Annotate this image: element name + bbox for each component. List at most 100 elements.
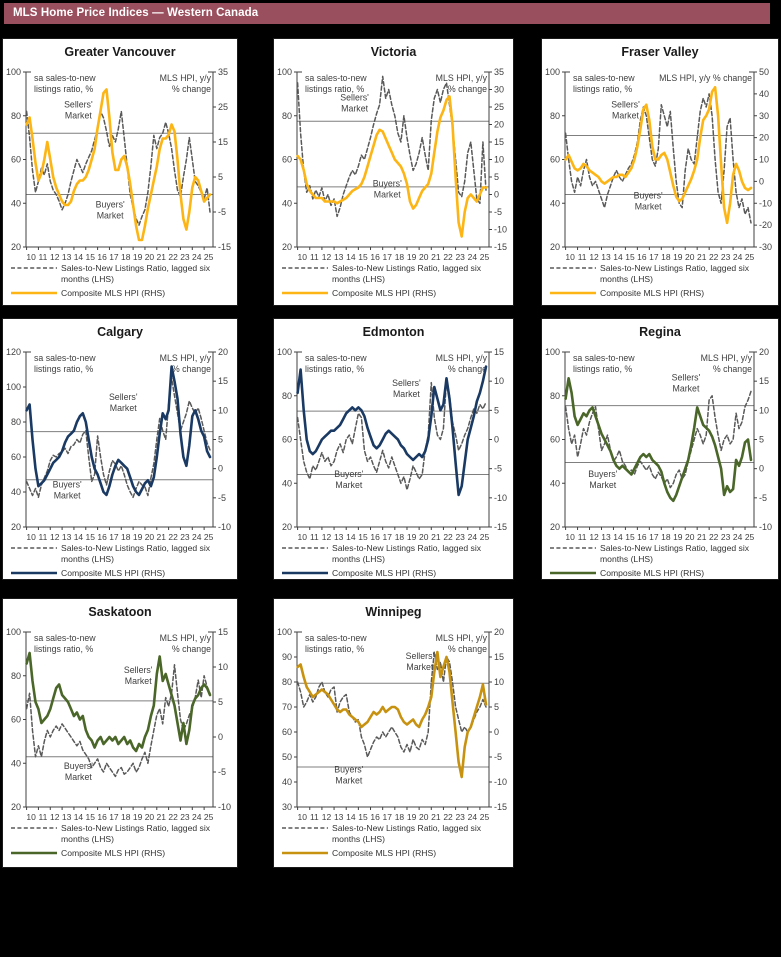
left-axis-tick-label: 100 (6, 627, 21, 637)
x-axis-tick-label: 14 (74, 812, 84, 822)
x-axis-tick-label: 11 (310, 252, 319, 262)
x-axis-tick-label: 22 (443, 812, 453, 822)
x-axis-tick-label: 24 (733, 252, 743, 262)
left-axis-tick-label: 40 (282, 777, 292, 787)
left-axis-tick-label: 100 (6, 382, 21, 392)
x-axis-tick-label: 10 (297, 532, 307, 542)
left-axis-tick-label: 20 (11, 242, 21, 252)
right-axis-caption: MLS HPI, y/y % change (659, 73, 752, 83)
right-axis-caption: % change (448, 364, 487, 374)
x-axis-tick-label: 25 (480, 252, 490, 262)
x-axis-tick-label: 18 (661, 252, 671, 262)
x-axis-tick-label: 16 (637, 252, 647, 262)
right-axis-tick-label: 20 (759, 133, 769, 143)
x-axis-tick-label: 13 (334, 532, 344, 542)
buyers-market-label: Buyers' (334, 469, 363, 479)
chart-title: Victoria (371, 45, 418, 59)
x-axis-tick-label: 25 (480, 532, 490, 542)
buyers-market-label: Buyers' (588, 469, 617, 479)
left-axis-caption: sa sales-to-new (573, 73, 635, 83)
x-axis-tick-label: 24 (468, 532, 478, 542)
right-axis-tick-label: -15 (494, 802, 507, 812)
x-axis-tick-label: 17 (109, 532, 119, 542)
x-axis-tick-label: 24 (468, 812, 478, 822)
x-axis-tick-label: 13 (62, 252, 72, 262)
left-axis-tick-label: 20 (11, 802, 21, 812)
right-axis-tick-label: 0 (218, 732, 223, 742)
x-axis-tick-label: 17 (383, 812, 393, 822)
left-axis-tick-label: 100 (6, 67, 21, 77)
x-axis-tick-label: 13 (62, 532, 72, 542)
right-axis-caption: % change (172, 364, 211, 374)
x-axis-tick-label: 24 (733, 532, 743, 542)
legend-series1-label: Sales-to-New Listings Ratio, lagged six (61, 543, 211, 553)
x-axis-tick-label: 14 (346, 252, 356, 262)
sellers-market-label: Market (406, 662, 433, 672)
legend-series2-label: Composite MLS HPI (RHS) (61, 288, 165, 298)
left-axis-tick-label: 100 (277, 347, 292, 357)
x-axis-tick-label: 12 (322, 532, 332, 542)
left-axis-tick-label: 40 (550, 198, 560, 208)
left-axis-tick-label: 100 (545, 347, 560, 357)
series-composite-mls-hpi (296, 365, 488, 497)
x-axis-tick-label: 10 (565, 532, 575, 542)
left-axis-tick-label: 40 (282, 478, 292, 488)
right-axis-caption: % change (172, 644, 211, 654)
right-axis-tick-label: 10 (218, 662, 228, 672)
left-axis-caption: sa sales-to-new (305, 73, 367, 83)
right-axis-tick-label: -10 (494, 493, 507, 503)
right-axis-tick-label: -15 (494, 242, 507, 252)
left-axis-tick-label: 80 (550, 391, 560, 401)
right-axis-tick-label: 0 (494, 727, 499, 737)
left-axis-tick-label: 100 (545, 67, 560, 77)
right-axis-caption: MLS HPI, y/y (436, 633, 488, 643)
x-axis-tick-label: 25 (745, 252, 755, 262)
chart-title: Calgary (97, 325, 143, 339)
left-axis-tick-label: 60 (550, 155, 560, 165)
sellers-market-label: Sellers' (64, 100, 93, 110)
left-axis-tick-label: 120 (6, 347, 21, 357)
right-axis-tick-label: -10 (759, 198, 772, 208)
x-axis-tick-label: 12 (50, 812, 60, 822)
series-composite-mls-hpi (564, 85, 753, 225)
x-axis-tick-label: 22 (168, 812, 178, 822)
x-axis-tick-label: 20 (685, 532, 695, 542)
x-axis-tick-label: 11 (578, 252, 587, 262)
legend-series1-label: Sales-to-New Listings Ratio, lagged six (332, 543, 482, 553)
left-axis-tick-label: 80 (11, 671, 21, 681)
right-axis-tick-label: -10 (494, 225, 507, 235)
sellers-market-label: Sellers' (672, 373, 701, 383)
sellers-market-label: Sellers' (340, 93, 369, 103)
left-axis-caption: sa sales-to-new (34, 73, 96, 83)
right-axis-tick-label: -15 (494, 522, 507, 532)
right-axis-tick-label: 20 (759, 347, 769, 357)
x-axis-tick-label: 15 (625, 532, 635, 542)
right-axis-tick-label: 20 (218, 347, 228, 357)
x-axis-tick-label: 16 (370, 812, 380, 822)
chart-panel-winnipeg: Winnipeg 30 40 50 60 70 80 90 100 -15 -10 -5 0 5 10 15 2… (273, 598, 514, 868)
buyers-market-label: Market (65, 772, 92, 782)
series-composite-mls-hpi (25, 651, 212, 753)
report-header: MLS Home Price Indices — Western Canada (4, 3, 770, 24)
x-axis-tick-label: 24 (468, 252, 478, 262)
buyers-market-label: Market (97, 210, 124, 220)
left-axis-tick-label: 60 (282, 435, 292, 445)
right-axis-tick-label: -10 (759, 522, 772, 532)
x-axis-tick-label: 15 (358, 532, 368, 542)
left-axis-tick-label: 80 (282, 111, 292, 121)
x-axis-tick-label: 10 (26, 252, 36, 262)
left-axis-tick-label: 80 (11, 111, 21, 121)
left-axis-tick-label: 70 (282, 702, 292, 712)
right-axis-tick-label: 25 (218, 102, 228, 112)
right-axis-tick-label: 35 (218, 67, 228, 77)
x-axis-tick-label: 16 (370, 252, 380, 262)
x-axis-tick-label: 17 (649, 532, 659, 542)
right-axis-tick-label: 0 (759, 464, 764, 474)
sellers-market-label: Market (341, 104, 368, 114)
chart-title: Regina (639, 325, 682, 339)
x-axis-tick-label: 14 (346, 532, 356, 542)
right-axis-tick-label: 35 (494, 67, 504, 77)
right-axis-tick-label: 15 (218, 376, 228, 386)
